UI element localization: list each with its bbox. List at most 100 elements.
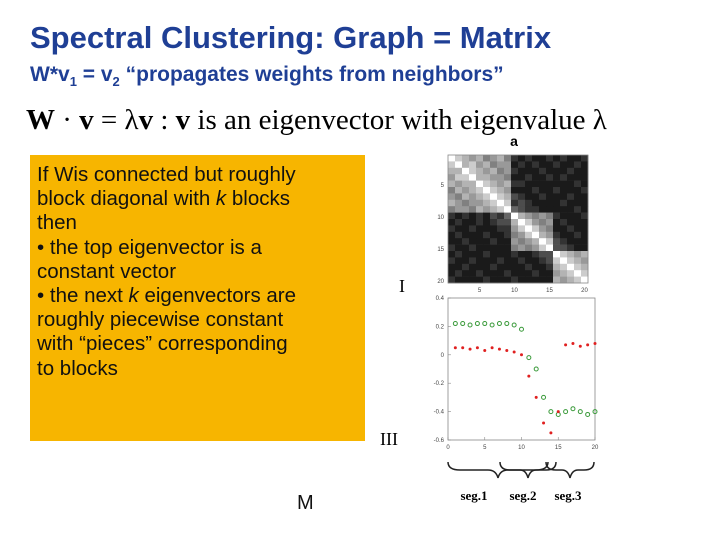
heatmap-cell [448, 238, 456, 245]
heatmap-cell [581, 244, 589, 252]
heatmap-cell [455, 270, 463, 277]
heatmap-cell [567, 251, 575, 258]
heatmap-cell [518, 238, 526, 245]
heatmap-cell [553, 238, 561, 245]
heatmap-cell [574, 161, 582, 169]
heatmap-cell [483, 231, 491, 239]
heatmap-cell [581, 161, 589, 169]
heatmap-cell [462, 174, 470, 181]
symbol: v [175, 104, 191, 136]
y-tick-label: 0 [441, 353, 445, 359]
heatmap-cell [504, 219, 512, 226]
heatmap-cell [525, 225, 533, 233]
heatmap-cell [546, 263, 554, 271]
heatmap-cell [455, 251, 463, 258]
text: k [215, 187, 227, 211]
heatmap-cell [483, 225, 491, 233]
heatmap-cell [483, 174, 491, 181]
heatmap-cell [455, 244, 463, 252]
heatmap-cell [553, 180, 561, 188]
heatmap-cell [567, 161, 575, 169]
heatmap-cell [553, 231, 561, 239]
point [467, 322, 473, 328]
heatmap-cell [497, 212, 505, 220]
heatmap-cell [490, 238, 498, 245]
heatmap-cell [497, 206, 505, 213]
heatmap-cell [455, 257, 463, 265]
heatmap-cell [532, 187, 540, 194]
point [534, 395, 538, 399]
heatmap-cell [448, 167, 456, 175]
heatmap-cell [560, 193, 568, 201]
heatmap-cell [476, 231, 484, 239]
point [541, 394, 547, 400]
heatmap-cell [497, 167, 505, 175]
heatmap-cell [462, 193, 470, 201]
heatmap-cell [518, 219, 526, 226]
x-tick-label: 10 [511, 288, 518, 294]
point [592, 409, 598, 415]
line: block diagonal with k blocks [37, 187, 365, 211]
heatmap-cell [490, 199, 498, 207]
heatmap-cell [448, 180, 456, 188]
point [505, 349, 509, 353]
heatmap-cell [574, 167, 582, 175]
heatmap-cell [497, 257, 505, 265]
heatmap-cell [504, 244, 512, 252]
heatmap-cell [476, 155, 484, 162]
heatmap-cell [518, 167, 526, 175]
heatmap-cell [448, 219, 456, 226]
heatmap-cell [581, 155, 589, 162]
line: to blocks [37, 357, 365, 381]
heatmap-cell [567, 276, 575, 284]
heatmap-cell [553, 244, 561, 252]
x-tick-label: 20 [592, 445, 599, 451]
heatmap-cell [469, 187, 477, 194]
heatmap-cell [462, 251, 470, 258]
heatmap-cell [469, 276, 477, 284]
heatmap-cell [539, 155, 547, 162]
symbol: v [79, 104, 94, 136]
segment-label: seg.3 [554, 488, 582, 503]
heatmap-cell [455, 187, 463, 194]
heatmap-cell [567, 238, 575, 245]
heatmap-cell [518, 231, 526, 239]
x-tick-label: 20 [581, 288, 588, 294]
point [497, 347, 501, 351]
heatmap-cell [560, 219, 568, 226]
heatmap-cell [490, 231, 498, 239]
heatmap-cell [532, 225, 540, 233]
brace [545, 461, 595, 479]
heatmap-cell [581, 238, 589, 245]
heatmap-cell [539, 199, 547, 207]
heatmap-cell [469, 193, 477, 201]
heatmap-cell [581, 180, 589, 188]
heatmap-cell [525, 263, 533, 271]
heatmap-cell [490, 180, 498, 188]
heatmap-cell [567, 206, 575, 213]
heatmap-cell [546, 257, 554, 265]
point [453, 346, 457, 350]
heatmap-cell [567, 257, 575, 265]
heatmap-cell [504, 180, 512, 188]
heatmap-cell [539, 231, 547, 239]
heatmap-cell [483, 263, 491, 271]
heatmap-cell [469, 263, 477, 271]
heatmap-cell [574, 251, 582, 258]
heatmap-cell [532, 276, 540, 284]
heatmap-cell [574, 231, 582, 239]
text: W*v [30, 63, 70, 86]
point [527, 374, 531, 378]
heatmap-cell [560, 167, 568, 175]
heatmap-cell [469, 155, 477, 162]
heatmap-cell [525, 193, 533, 201]
heatmap-cell [455, 206, 463, 213]
heatmap-cell [476, 180, 484, 188]
heatmap-cell [497, 270, 505, 277]
point [460, 321, 466, 327]
heatmap-cell [504, 161, 512, 169]
point [512, 350, 516, 354]
point [542, 421, 546, 425]
